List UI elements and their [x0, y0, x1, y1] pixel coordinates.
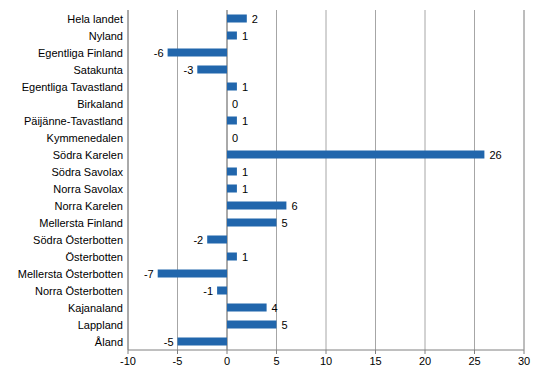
tick-label: 25 [468, 355, 480, 367]
data-label: 2 [252, 13, 258, 25]
tick-label: 30 [518, 355, 530, 367]
grid-line [425, 10, 426, 350]
bar [227, 83, 237, 91]
category-label: Egentliga Finland [38, 47, 123, 59]
data-label: 0 [232, 132, 238, 144]
category-label: Åland [95, 336, 123, 348]
data-label: 26 [489, 149, 501, 161]
bar [178, 338, 228, 346]
tick-label: -10 [120, 355, 136, 367]
data-label: 1 [242, 81, 248, 93]
category-label: Österbotten [66, 251, 123, 263]
data-label: 0 [232, 98, 238, 110]
tick-mark [227, 350, 228, 354]
tick-label: 20 [419, 355, 431, 367]
bar [197, 66, 227, 74]
tick-mark [474, 350, 475, 354]
category-label: Södra Karelen [53, 149, 123, 161]
bar [158, 270, 227, 278]
category-label: Södra Savolax [51, 166, 123, 178]
data-label: -3 [184, 64, 194, 76]
bar [168, 49, 227, 57]
bar [227, 151, 484, 159]
category-label: Nyland [89, 30, 123, 42]
tick-label: 15 [369, 355, 381, 367]
bar [207, 236, 227, 244]
category-label: Hela landet [67, 13, 123, 25]
x-axis [128, 350, 524, 351]
grid-line [128, 10, 129, 350]
bar [227, 32, 237, 40]
tick-label: 0 [224, 355, 230, 367]
tick-label: -5 [173, 355, 183, 367]
tick-mark [524, 350, 525, 354]
bar [227, 15, 247, 23]
bar [217, 287, 227, 295]
grid-line [375, 10, 376, 350]
category-label: Lappland [78, 319, 123, 331]
data-label: 1 [242, 251, 248, 263]
data-label: -1 [203, 285, 213, 297]
data-label: -5 [164, 336, 174, 348]
bar [227, 185, 237, 193]
grid-line [276, 10, 277, 350]
data-label: -7 [144, 268, 154, 280]
category-label: Satakunta [73, 64, 123, 76]
tick-label: 5 [273, 355, 279, 367]
grid-line [524, 10, 525, 350]
data-label: -6 [154, 47, 164, 59]
tick-mark [128, 350, 129, 354]
axis-frame-right [524, 10, 525, 350]
category-label: Päijänne-Tavastland [24, 115, 123, 127]
bar [227, 100, 228, 108]
tick-mark [375, 350, 376, 354]
category-label: Birkaland [77, 98, 123, 110]
bar [227, 134, 228, 142]
tick-mark [326, 350, 327, 354]
category-label: Kajanaland [68, 302, 123, 314]
tick-mark [425, 350, 426, 354]
data-label: 1 [242, 115, 248, 127]
data-label: 5 [282, 217, 288, 229]
tick-label: 10 [320, 355, 332, 367]
chart: -10-5051015202530Hela landetNylandEgentl… [0, 0, 546, 376]
data-label: 5 [282, 319, 288, 331]
grid-line [474, 10, 475, 350]
data-label: 4 [272, 302, 278, 314]
bar [227, 202, 286, 210]
grid-line [326, 10, 327, 350]
grid-line [177, 10, 178, 350]
category-label: Kymmenedalen [47, 132, 123, 144]
category-label: Egentliga Tavastland [22, 81, 123, 93]
category-label: Södra Österbotten [33, 234, 123, 246]
bar [227, 253, 237, 261]
category-label: Norra Savolax [53, 183, 123, 195]
category-label: Mellersta Österbotten [18, 268, 123, 280]
data-label: 6 [291, 200, 297, 212]
bar [227, 168, 237, 176]
category-label: Norra Österbotten [35, 285, 123, 297]
grid-line [227, 10, 228, 350]
data-label: 1 [242, 166, 248, 178]
category-label: Norra Karelen [55, 200, 123, 212]
category-axis [227, 10, 228, 350]
data-label: 1 [242, 30, 248, 42]
data-label: -2 [193, 234, 203, 246]
bar [227, 321, 277, 329]
axis-frame-left [128, 10, 129, 350]
bars [158, 15, 485, 346]
category-label: Mellersta Finland [39, 217, 123, 229]
tick-mark [276, 350, 277, 354]
tick-mark [177, 350, 178, 354]
bar [227, 304, 267, 312]
bar [227, 219, 277, 227]
bar [227, 117, 237, 125]
data-label: 1 [242, 183, 248, 195]
